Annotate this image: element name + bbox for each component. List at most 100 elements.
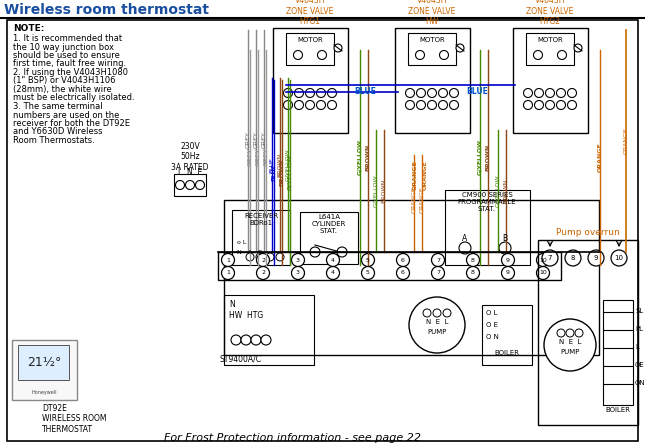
Circle shape: [575, 329, 583, 337]
Text: GREY: GREY: [253, 131, 259, 148]
Text: 1. It is recommended that: 1. It is recommended that: [13, 34, 122, 43]
Circle shape: [397, 253, 410, 266]
Text: 2: 2: [261, 257, 265, 262]
Circle shape: [459, 242, 471, 254]
Circle shape: [428, 89, 437, 97]
Text: V4043H
ZONE VALVE
HTG1: V4043H ZONE VALVE HTG1: [286, 0, 333, 26]
Text: GREY: GREY: [248, 148, 252, 166]
Text: 1: 1: [226, 270, 230, 275]
Circle shape: [306, 89, 315, 97]
Text: 1: 1: [226, 257, 230, 262]
Text: 21½°: 21½°: [27, 355, 61, 368]
Circle shape: [502, 266, 515, 279]
Bar: [603, 300, 633, 405]
Text: and Y6630D Wireless: and Y6630D Wireless: [13, 127, 103, 136]
Text: ORANGE: ORANGE: [412, 187, 417, 213]
Circle shape: [295, 101, 304, 110]
Text: For Frost Protection information - see page 22: For Frost Protection information - see p…: [163, 433, 421, 443]
Circle shape: [337, 247, 347, 257]
Text: 8: 8: [471, 257, 475, 262]
Circle shape: [566, 329, 574, 337]
Circle shape: [317, 101, 326, 110]
Circle shape: [221, 253, 235, 266]
Text: GREY: GREY: [261, 131, 266, 148]
Circle shape: [409, 297, 465, 353]
Circle shape: [428, 101, 437, 110]
Circle shape: [417, 101, 426, 110]
Circle shape: [295, 89, 304, 97]
Bar: [224, 200, 599, 355]
Circle shape: [257, 266, 270, 279]
Circle shape: [415, 51, 424, 59]
Circle shape: [524, 101, 533, 110]
Text: V4043H
ZONE VALVE
HW: V4043H ZONE VALVE HW: [408, 0, 455, 26]
Circle shape: [568, 89, 577, 97]
Circle shape: [565, 250, 581, 266]
Circle shape: [443, 309, 451, 317]
Text: Wireless room thermostat: Wireless room thermostat: [4, 3, 209, 17]
Text: 9: 9: [594, 255, 599, 261]
Text: o L: o L: [237, 240, 246, 245]
Circle shape: [546, 89, 555, 97]
Text: BROWN: BROWN: [366, 143, 370, 171]
Circle shape: [499, 242, 511, 254]
Circle shape: [361, 266, 375, 279]
Circle shape: [439, 89, 448, 97]
Text: must be electrically isolated.: must be electrically isolated.: [13, 93, 135, 102]
Circle shape: [261, 335, 271, 345]
Text: O L: O L: [486, 310, 497, 316]
Text: 8: 8: [571, 255, 575, 261]
Text: BROWN: BROWN: [279, 158, 284, 186]
Circle shape: [284, 89, 292, 97]
Circle shape: [432, 253, 444, 266]
Text: 8: 8: [471, 270, 475, 275]
Text: G/YELLOW: G/YELLOW: [357, 139, 362, 175]
Text: receiver for both the DT92E: receiver for both the DT92E: [13, 119, 130, 128]
Circle shape: [334, 44, 342, 52]
Circle shape: [284, 101, 292, 110]
Text: 7: 7: [548, 255, 552, 261]
Circle shape: [456, 44, 464, 52]
Circle shape: [433, 309, 441, 317]
Text: N  E  L: N E L: [559, 339, 581, 345]
Bar: [445, 190, 530, 265]
Circle shape: [292, 266, 304, 279]
Bar: [12, 340, 77, 400]
Circle shape: [533, 51, 542, 59]
Circle shape: [466, 253, 479, 266]
Text: O E: O E: [486, 322, 498, 328]
Bar: [174, 174, 206, 196]
Circle shape: [310, 247, 320, 257]
Circle shape: [542, 250, 558, 266]
Text: MOTOR: MOTOR: [297, 37, 323, 43]
Circle shape: [326, 253, 339, 266]
Text: BROWN: BROWN: [277, 153, 283, 177]
Circle shape: [231, 335, 241, 345]
Circle shape: [257, 253, 270, 266]
Text: 2: 2: [261, 270, 265, 275]
Circle shape: [221, 266, 235, 279]
Circle shape: [432, 266, 444, 279]
Circle shape: [417, 89, 426, 97]
Text: Room Thermostats.: Room Thermostats.: [13, 136, 95, 145]
Bar: [482, 305, 532, 365]
Circle shape: [397, 266, 410, 279]
Bar: [18, 345, 69, 380]
Text: 7: 7: [436, 257, 440, 262]
Text: ST9400A/C: ST9400A/C: [220, 355, 262, 364]
Circle shape: [423, 309, 431, 317]
Circle shape: [502, 253, 515, 266]
Bar: [300, 212, 358, 264]
Text: (1" BSP) or V4043H1106: (1" BSP) or V4043H1106: [13, 76, 115, 85]
Circle shape: [361, 253, 375, 266]
Text: 5: 5: [366, 270, 370, 275]
Text: ORANGE: ORANGE: [422, 160, 428, 190]
Text: 6: 6: [401, 270, 405, 275]
Text: O N: O N: [486, 334, 499, 340]
Text: Honeywell: Honeywell: [31, 390, 57, 395]
Text: ORANGE: ORANGE: [624, 128, 628, 154]
Circle shape: [306, 101, 315, 110]
Bar: [232, 210, 290, 265]
Text: BROWN: BROWN: [486, 143, 490, 171]
Text: N   A   B: N A B: [237, 250, 263, 255]
